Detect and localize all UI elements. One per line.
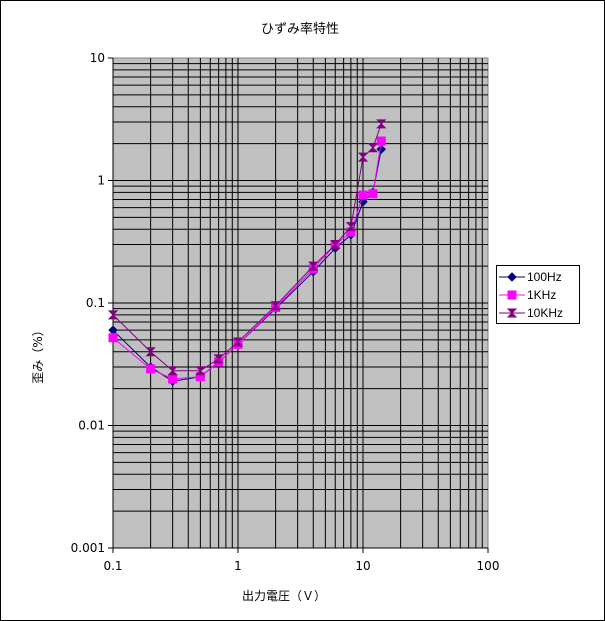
x-tick-label: 0.1 xyxy=(103,559,122,573)
chart-title: ひずみ率特性 xyxy=(261,21,339,37)
data-point xyxy=(270,301,281,311)
data-point xyxy=(232,337,244,347)
x-axis-label: 出力電圧（Ｖ） xyxy=(242,589,326,603)
data-point xyxy=(345,222,357,232)
legend-item: 1KHz xyxy=(497,286,579,304)
tick-label-layer: 0.1 1 10 100 10 1 0.1 0.01 0.001 xyxy=(71,51,500,573)
legend-marker xyxy=(507,272,517,282)
data-point xyxy=(357,152,369,162)
data-point xyxy=(358,190,368,200)
legend-label: 1KHz xyxy=(527,288,557,302)
y-tick-label: 0.1 xyxy=(86,296,105,310)
grid-layer xyxy=(113,58,488,548)
legend-marker xyxy=(506,308,518,318)
data-point xyxy=(376,119,387,129)
data-point xyxy=(167,366,178,376)
y-tick-label: 0.001 xyxy=(71,541,105,555)
x-tick-label: 10 xyxy=(355,559,370,573)
legend-marker xyxy=(507,290,517,300)
data-point xyxy=(195,366,206,376)
y-tick-label: 0.01 xyxy=(78,419,105,433)
legend-label: 100Hz xyxy=(527,270,562,284)
axis-layer xyxy=(108,57,489,553)
data-point xyxy=(308,261,319,271)
data-point xyxy=(146,364,156,374)
y-tick-label: 1 xyxy=(97,174,105,188)
series-2 xyxy=(107,119,387,376)
data-point xyxy=(168,374,178,384)
legend-swatch xyxy=(499,272,525,282)
data-point xyxy=(376,136,386,146)
data-point xyxy=(213,354,224,364)
legend-item: 100Hz xyxy=(497,268,579,286)
y-tick-label: 10 xyxy=(90,51,105,65)
x-tick-label: 1 xyxy=(234,559,242,573)
legend: 100Hz 1KHz 10KHz xyxy=(496,265,580,324)
legend-swatch xyxy=(499,308,525,318)
legend-item: 10KHz xyxy=(497,304,579,322)
x-tick-label: 100 xyxy=(477,559,500,573)
legend-swatch xyxy=(499,290,525,300)
data-point xyxy=(330,240,341,250)
data-point xyxy=(107,310,119,320)
data-point xyxy=(368,189,378,199)
legend-label: 10KHz xyxy=(527,306,564,320)
data-point xyxy=(108,333,118,343)
series-layer xyxy=(107,119,387,386)
y-axis-label: 歪み（%） xyxy=(31,324,45,383)
data-point xyxy=(367,143,379,153)
data-point xyxy=(145,347,156,357)
